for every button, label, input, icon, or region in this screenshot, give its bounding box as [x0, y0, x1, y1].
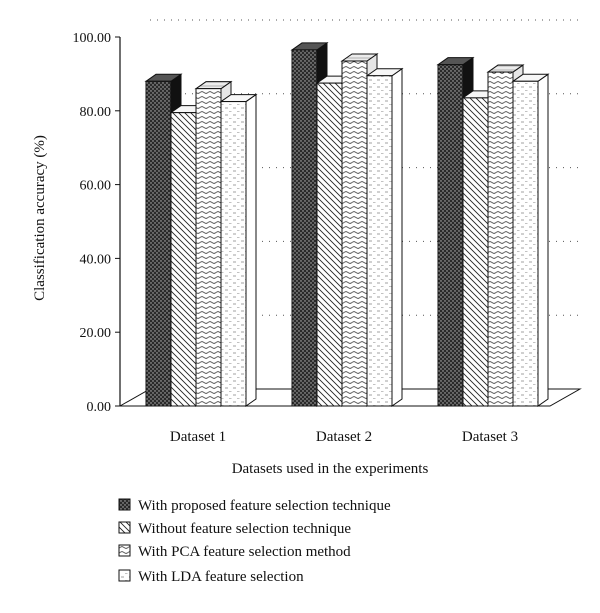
legend-entry: With PCA feature selection method [118, 544, 351, 560]
bar [219, 93, 258, 407]
y-tick-label: 80.00 [80, 105, 112, 120]
y-tick-label: 40.00 [80, 252, 112, 267]
y-tick-label: 100.00 [73, 31, 112, 46]
legend-label: With proposed feature selection techniqu… [138, 498, 391, 514]
x-axis-labels: Dataset 1 Dataset 2 Dataset 3 [170, 429, 518, 445]
x-axis-title: Datasets used in the experiments [232, 461, 429, 477]
y-axis: 0.00 20.00 40.00 60.00 80.00 100.00 [73, 31, 121, 415]
legend-entry: With proposed feature selection techniqu… [118, 498, 391, 514]
legend: With proposed feature selection techniqu… [118, 498, 391, 585]
legend-label: With LDA feature selection [138, 569, 304, 585]
y-tick-label: 0.00 [87, 400, 112, 415]
bar [365, 67, 404, 407]
y-axis-title: Classification accuracy (%) [32, 135, 48, 301]
x-tick-label: Dataset 2 [316, 429, 372, 445]
y-tick-label: 60.00 [80, 179, 112, 194]
legend-swatch [118, 569, 131, 582]
y-tick-label: 20.00 [80, 326, 112, 341]
x-tick-label: Dataset 3 [462, 429, 518, 445]
x-tick-label: Dataset 1 [170, 429, 226, 445]
legend-entry: With LDA feature selection [118, 569, 304, 585]
legend-swatch [118, 544, 131, 557]
legend-entry: Without feature selection technique [118, 521, 351, 537]
legend-label: Without feature selection technique [138, 521, 351, 537]
legend-label: With PCA feature selection method [138, 544, 351, 560]
legend-swatch [118, 498, 131, 511]
bar [511, 73, 550, 407]
bars [144, 41, 550, 407]
legend-swatch [118, 521, 131, 534]
